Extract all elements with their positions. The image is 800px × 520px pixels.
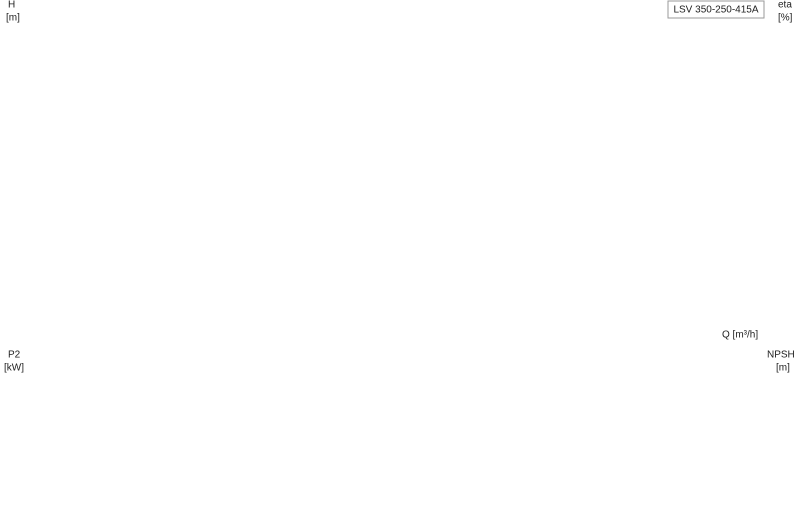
y2-label: eta [778,0,792,11]
y2-label: NPSH [767,350,795,361]
x-label: Q [m³/h] [722,330,758,341]
y-unit: [m] [6,13,20,24]
text-layer: H [m] eta [%] Q [m³/h] P2 [kW] NPSH [m] … [4,0,795,374]
model-label: LSV 350-250-415A [673,5,758,16]
y-label: H [8,0,15,11]
y2-unit: [%] [778,13,793,24]
y-unit: [kW] [4,363,24,374]
y-label: P2 [8,350,21,361]
model-box [667,0,765,19]
y2-unit: [m] [776,363,790,374]
